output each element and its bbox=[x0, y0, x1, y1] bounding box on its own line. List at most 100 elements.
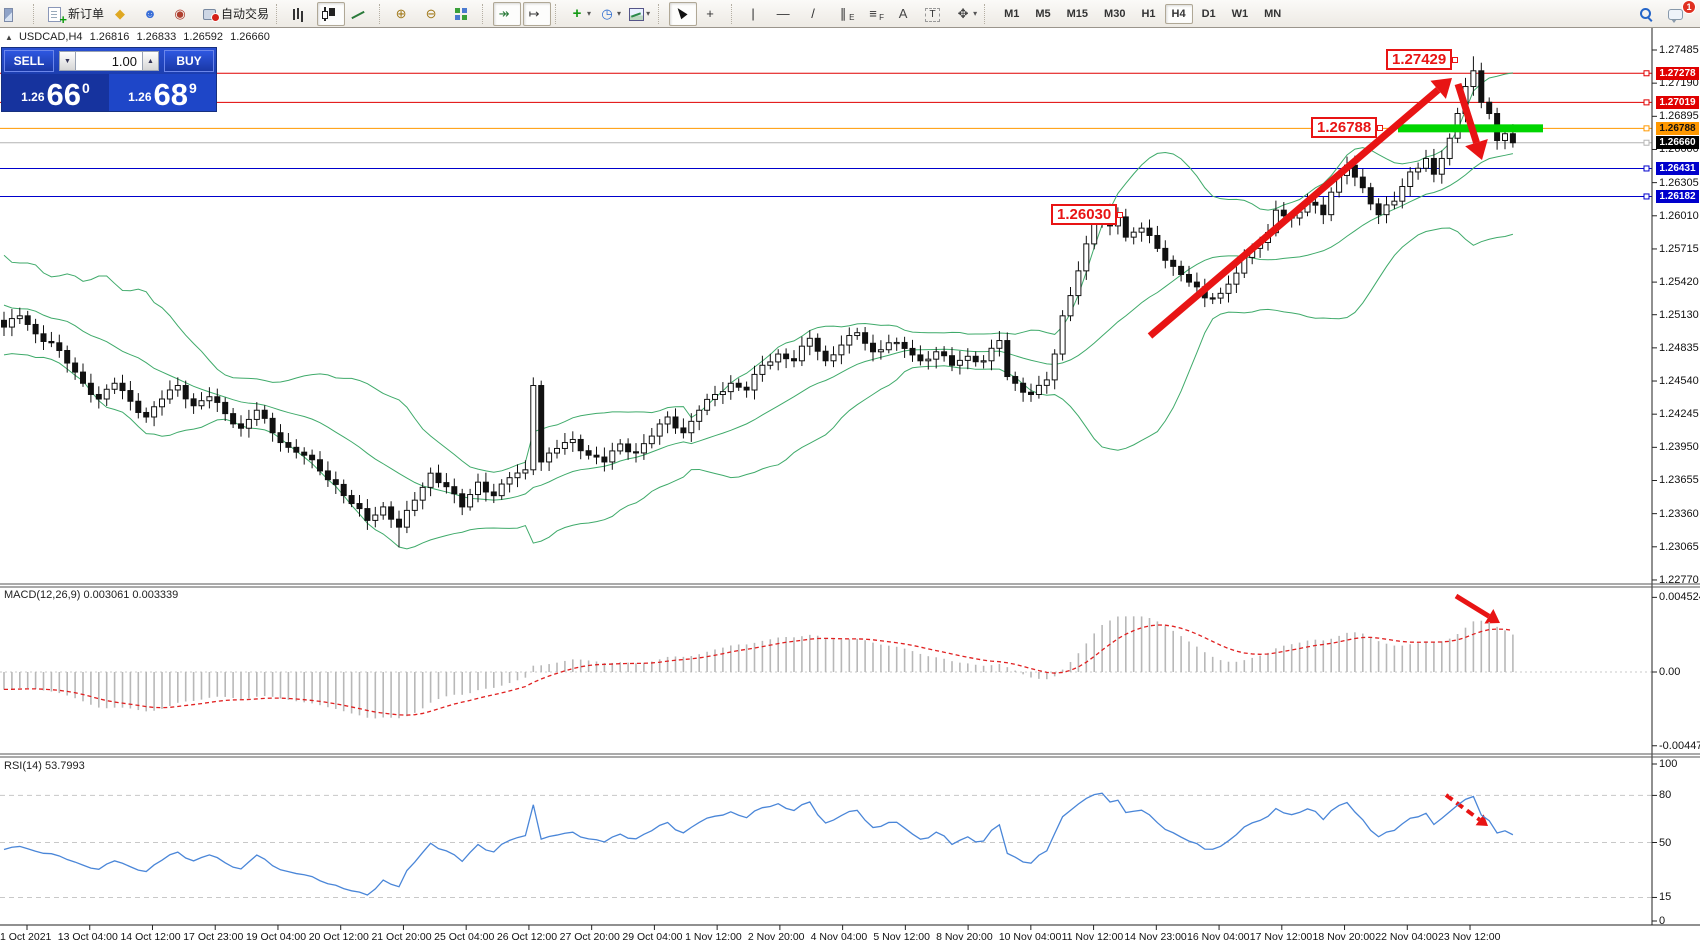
timeframe-h4[interactable]: H4 bbox=[1164, 3, 1193, 24]
new-order-button[interactable]: 新订单 bbox=[44, 2, 107, 27]
toolbar: 新订单◆☻◉自动交易⊕⊖↠↦+▾◷▾▾+|—/∥E≡FAT✥▾ M1M5M15M… bbox=[0, 0, 1700, 28]
horizontal-line-button[interactable]: — bbox=[772, 2, 800, 26]
buy-button[interactable]: BUY bbox=[164, 50, 214, 72]
arrows-button[interactable]: ✥ ▾ bbox=[952, 2, 980, 26]
timeframe-w1[interactable]: W1 bbox=[1231, 7, 1249, 20]
auto-scroll-icon: ↠ bbox=[498, 5, 510, 21]
symbol-ohlc-bar: ▲ USDCAD,H4 1.26816 1.26833 1.26592 1.26… bbox=[5, 31, 274, 43]
toolbar-separator bbox=[658, 3, 665, 24]
rsi-down-arrow[interactable] bbox=[1444, 793, 1488, 826]
time-tick-label: 29 Oct 04:00 bbox=[622, 931, 683, 943]
macd-down-arrow[interactable] bbox=[1454, 593, 1500, 624]
profiles-button[interactable]: ◆ bbox=[109, 2, 137, 26]
trendline-button[interactable]: / bbox=[802, 2, 830, 26]
price-axis-badge[interactable]: 1.26182 bbox=[1656, 189, 1699, 203]
chevron-down-icon: ▾ bbox=[973, 9, 978, 18]
price-tick-label: 1.27190 bbox=[1659, 77, 1699, 90]
volume-decrease-button[interactable]: ▼ bbox=[59, 51, 76, 71]
candlestick-series bbox=[1, 56, 1516, 548]
template-icon bbox=[629, 8, 645, 21]
sell-button[interactable]: SELL bbox=[4, 50, 54, 72]
line-handle[interactable] bbox=[1643, 165, 1650, 172]
timeframe-m15[interactable]: M15 bbox=[1066, 7, 1089, 20]
bar-chart-button[interactable] bbox=[287, 2, 315, 26]
equidistant-channel-button[interactable]: ∥ E bbox=[832, 2, 860, 26]
buy-price[interactable]: 1.26 68 9 bbox=[109, 74, 216, 111]
tile-windows-button[interactable] bbox=[450, 2, 478, 26]
price-axis-badge[interactable]: 1.26431 bbox=[1656, 161, 1699, 175]
cursor-button[interactable] bbox=[669, 1, 698, 26]
time-tick-label: 5 Nov 12:00 bbox=[873, 931, 930, 943]
timeframe-m30[interactable]: M30 bbox=[1104, 7, 1126, 20]
reversal-down-arrow[interactable] bbox=[1454, 82, 1488, 160]
chart-shift-button[interactable]: ↦ bbox=[523, 1, 552, 26]
price-tick-label: 1.27485 bbox=[1659, 44, 1699, 56]
time-tick-label: 16 Nov 04:00 bbox=[1187, 931, 1250, 943]
horizontal-price-lines[interactable] bbox=[0, 70, 1652, 200]
zoom-in-button[interactable]: ⊕ bbox=[390, 2, 418, 26]
text-label-button[interactable]: T bbox=[922, 2, 950, 26]
price-annotation-label[interactable]: 1.26030 bbox=[1051, 204, 1124, 225]
arrows-icon: ✥ bbox=[957, 5, 969, 21]
crosshair-button[interactable]: + bbox=[699, 2, 727, 26]
toolbar-buttons: 新订单◆☻◉自动交易⊕⊖↠↦+▾◷▾▾+|—/∥E≡FAT✥▾ bbox=[0, 0, 994, 27]
line-chart-button[interactable] bbox=[347, 2, 375, 26]
signals-button[interactable]: ◉ bbox=[169, 2, 197, 26]
line-handle[interactable] bbox=[1643, 139, 1650, 146]
auto-scroll-button[interactable]: ↠ bbox=[493, 1, 522, 26]
notifications-button[interactable]: 1 bbox=[1665, 0, 1696, 26]
time-tick-label: 14 Oct 12:00 bbox=[120, 931, 181, 943]
sell-price[interactable]: 1.26 66 0 bbox=[2, 74, 109, 111]
time-tick-label: 22 Nov 04:00 bbox=[1375, 931, 1438, 943]
price-axis-badge[interactable]: 1.27278 bbox=[1656, 66, 1699, 80]
line-handle[interactable] bbox=[1643, 125, 1650, 132]
timeframe-m5[interactable]: M5 bbox=[1035, 7, 1051, 20]
zoom-out-button[interactable]: ⊖ bbox=[420, 2, 448, 26]
chevron-down-icon: ▾ bbox=[587, 9, 592, 18]
chevron-down-icon: ▾ bbox=[617, 9, 622, 18]
text-label-icon: T bbox=[925, 7, 941, 22]
volume-increase-button[interactable]: ▲ bbox=[142, 51, 159, 71]
community-button[interactable]: ☻ bbox=[139, 2, 167, 26]
toolbar-right: 1 bbox=[1634, 0, 1696, 26]
vertical-line-icon: | bbox=[751, 5, 755, 21]
search-button[interactable] bbox=[1635, 2, 1663, 26]
price-axis-badge[interactable]: 1.26660 bbox=[1656, 136, 1699, 150]
price-axis-badge[interactable]: 1.26788 bbox=[1656, 121, 1699, 135]
auto-trading-button[interactable]: 自动交易 bbox=[199, 2, 272, 26]
toolbar-separator bbox=[482, 3, 489, 24]
timeframe-mn[interactable]: MN bbox=[1264, 7, 1282, 20]
fibonacci-button[interactable]: ≡ F bbox=[862, 2, 890, 26]
line-handle[interactable] bbox=[1643, 70, 1650, 77]
indicators-plus-icon: + bbox=[572, 4, 582, 22]
vertical-line-button[interactable]: | bbox=[742, 2, 770, 26]
price-tick-label: 1.24540 bbox=[1659, 375, 1699, 388]
price-annotation-label[interactable]: 1.26788 bbox=[1311, 117, 1384, 138]
trend-up-arrow[interactable] bbox=[1147, 78, 1452, 339]
toolbar-separator bbox=[33, 3, 40, 24]
window-fragment-button[interactable] bbox=[1, 2, 29, 26]
templates-button[interactable]: ▾ bbox=[626, 2, 654, 26]
line-handle[interactable] bbox=[1643, 99, 1650, 106]
time-tick-label: 18 Nov 20:00 bbox=[1312, 931, 1375, 943]
time-tick-label: 23 Nov 12:00 bbox=[1438, 931, 1501, 943]
panel-borders bbox=[0, 28, 1700, 926]
indicators-button[interactable]: + ▾ bbox=[566, 2, 594, 26]
time-tick-label: 10 Nov 04:00 bbox=[998, 931, 1062, 943]
horizontal-line-icon: — bbox=[776, 5, 790, 21]
price-tick-label: 1.23655 bbox=[1659, 474, 1699, 487]
time-tick-label: 17 Oct 23:00 bbox=[183, 931, 244, 943]
candlestick-chart-button[interactable] bbox=[317, 1, 346, 26]
timeframe-h1[interactable]: H1 bbox=[1141, 7, 1156, 20]
text-button[interactable]: A bbox=[892, 2, 920, 26]
timeframe-d1[interactable]: D1 bbox=[1201, 7, 1216, 20]
rsi-tick-label: 100 bbox=[1659, 758, 1678, 770]
price-axis-badge[interactable]: 1.27019 bbox=[1656, 95, 1699, 109]
periods-button[interactable]: ◷ ▾ bbox=[596, 2, 624, 26]
timeframe-m1[interactable]: M1 bbox=[1004, 7, 1020, 20]
new-order-button-label: 新订单 bbox=[68, 7, 105, 21]
line-handle[interactable] bbox=[1643, 193, 1650, 200]
volume-input[interactable]: 1.00 bbox=[76, 51, 142, 71]
price-annotation-label[interactable]: 1.27429 bbox=[1386, 49, 1459, 70]
time-tick-label: 20 Oct 12:00 bbox=[308, 931, 369, 943]
